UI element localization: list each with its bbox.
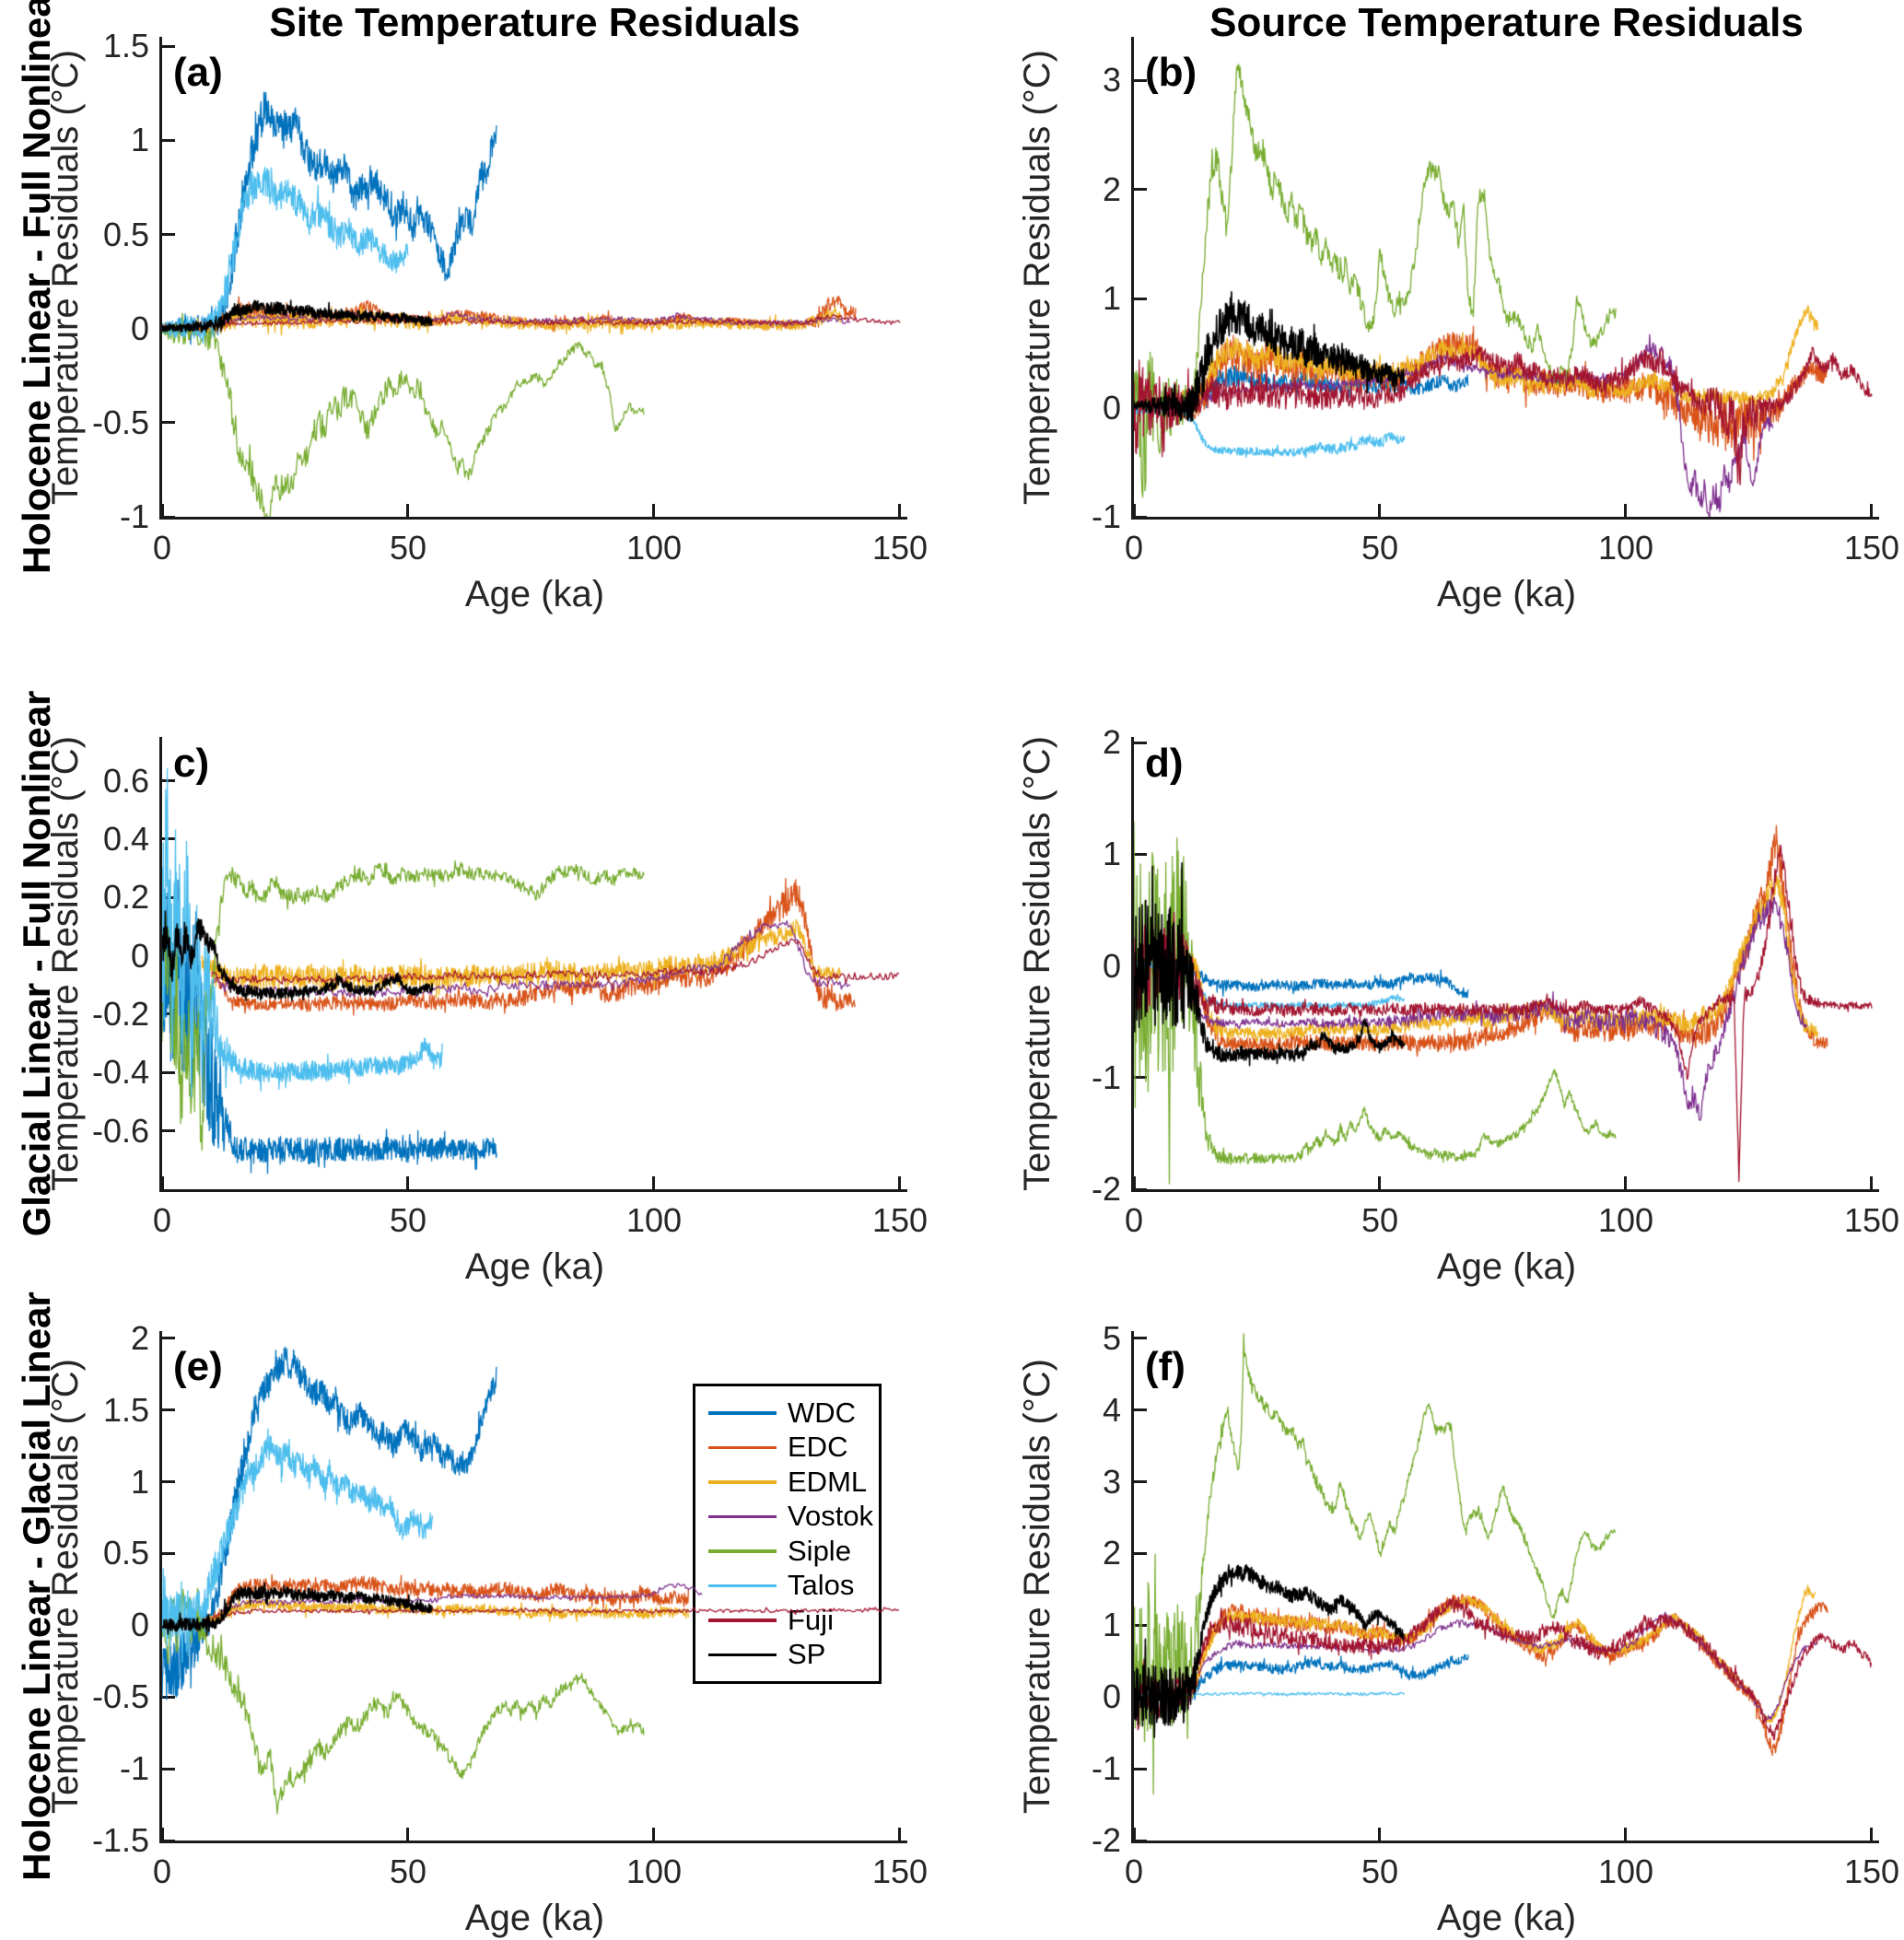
plot-canvas-f — [1134, 1331, 1879, 1841]
x-tick-label: 50 — [1361, 1201, 1398, 1239]
y-tick-label: -1 — [1091, 1058, 1121, 1096]
x-axis-spine — [1131, 1189, 1879, 1192]
plot-canvas-b — [1134, 37, 1879, 517]
y-tick-label: 2 — [1102, 169, 1121, 208]
x-axis-spine — [1131, 1841, 1879, 1843]
plot-canvas-a — [162, 37, 907, 517]
x-axis-spine — [159, 1841, 907, 1843]
x-tick-label: 0 — [1124, 529, 1144, 567]
y-tick-label: 0.6 — [102, 761, 149, 800]
y-tick-label: 5 — [1102, 1318, 1121, 1357]
x-axis-label: Age (ka) — [1436, 1246, 1577, 1287]
x-tick-label: 150 — [871, 1852, 929, 1890]
y-tick-label: 0.2 — [102, 878, 149, 917]
x-tick-label: 150 — [871, 1201, 929, 1239]
x-tick-label: 0 — [1124, 1201, 1144, 1239]
y-axis-spine — [1131, 1331, 1134, 1843]
y-axis-label: Temperature Residuals (°C) — [1017, 735, 1057, 1191]
y-tick-label: -0.5 — [91, 403, 149, 441]
y-axis-label: Temperature Residuals (°C) — [45, 49, 86, 505]
y-tick-label: 0 — [130, 1606, 149, 1644]
x-tick-label: 150 — [1843, 1201, 1900, 1239]
y-tick-label: 0 — [1102, 1677, 1121, 1716]
x-tick-label: 0 — [152, 1201, 172, 1239]
x-axis-label: Age (ka) — [1436, 1898, 1577, 1938]
y-tick-label: 2 — [1102, 1534, 1121, 1572]
x-tick-label: 150 — [1843, 1852, 1900, 1890]
y-tick-label: 2 — [130, 1318, 149, 1357]
x-tick-label: 50 — [1361, 1852, 1398, 1890]
y-tick-label: 1 — [1102, 835, 1121, 873]
y-axis-label: Temperature Residuals (°C) — [45, 735, 86, 1191]
x-axis-label: Age (ka) — [464, 1246, 605, 1287]
y-tick-label: -1 — [119, 497, 149, 535]
y-tick-label: 3 — [1102, 1462, 1121, 1501]
y-tickmark — [1134, 1187, 1147, 1191]
y-tick-label: 0.5 — [102, 1534, 149, 1572]
x-tick-label: 50 — [389, 1852, 426, 1890]
y-tick-label: -1.5 — [91, 1821, 149, 1859]
x-tick-label: 150 — [871, 529, 929, 567]
y-tick-label: 1 — [1102, 279, 1121, 318]
y-axis-label: Temperature Residuals (°C) — [45, 1358, 86, 1814]
x-tick-label: 100 — [1597, 1852, 1654, 1890]
y-tickmark — [1134, 515, 1147, 519]
x-tick-label: 50 — [1361, 529, 1398, 567]
x-tick-label: 100 — [625, 1201, 683, 1239]
y-tick-label: 1.5 — [102, 1390, 149, 1429]
x-tick-label: 100 — [625, 529, 683, 567]
y-tick-label: -1 — [119, 1749, 149, 1788]
x-tick-label: 100 — [1597, 529, 1654, 567]
x-tick-label: 50 — [389, 1201, 426, 1239]
y-tick-label: 0 — [130, 936, 149, 975]
y-axis-spine — [1131, 737, 1134, 1192]
x-axis-label: Age (ka) — [464, 574, 605, 614]
y-tick-label: 0.5 — [102, 215, 149, 253]
y-tick-label: 1.5 — [102, 27, 149, 65]
y-axis-label: Temperature Residuals (°C) — [1017, 49, 1057, 505]
y-axis-label: Temperature Residuals (°C) — [1017, 1358, 1057, 1814]
y-tick-label: 0.4 — [102, 819, 149, 858]
y-tickmark — [1134, 1839, 1147, 1842]
y-tick-label: -1 — [1091, 497, 1121, 535]
x-tick-label: 100 — [1597, 1201, 1654, 1239]
x-axis-spine — [159, 517, 907, 520]
y-tick-label: 1 — [130, 121, 149, 159]
y-tick-label: -0.6 — [91, 1111, 149, 1150]
y-tick-label: -2 — [1091, 1821, 1121, 1859]
y-tick-label: 1 — [1102, 1606, 1121, 1644]
y-tick-label: 0 — [1102, 946, 1121, 985]
y-tick-label: 2 — [1102, 723, 1121, 762]
x-axis-label: Age (ka) — [1436, 574, 1577, 614]
y-tick-label: 1 — [130, 1462, 149, 1501]
y-axis-spine — [159, 737, 162, 1192]
x-tick-label: 150 — [1843, 529, 1900, 567]
y-tickmark — [162, 515, 175, 519]
y-axis-spine — [1131, 37, 1134, 520]
x-tick-label: 50 — [389, 529, 426, 567]
y-tick-label: 3 — [1102, 61, 1121, 99]
y-tick-label: -0.4 — [91, 1053, 149, 1092]
y-axis-spine — [159, 1331, 162, 1843]
x-axis-spine — [1131, 517, 1879, 520]
x-tick-label: 100 — [625, 1852, 683, 1890]
x-axis-label: Age (ka) — [464, 1898, 605, 1938]
y-tick-label: -0.5 — [91, 1677, 149, 1716]
y-tick-label: -0.2 — [91, 994, 149, 1033]
x-tick-label: 0 — [152, 529, 172, 567]
x-axis-spine — [159, 1189, 907, 1192]
plot-canvas-d — [1134, 737, 1879, 1189]
x-tick-label: 0 — [152, 1852, 172, 1890]
x-tick-label: 0 — [1124, 1852, 1144, 1890]
y-tick-label: -1 — [1091, 1749, 1121, 1788]
y-tick-label: 0 — [130, 309, 149, 347]
y-tick-label: 4 — [1102, 1390, 1121, 1429]
plot-canvas-c — [162, 737, 907, 1189]
y-tick-label: -2 — [1091, 1170, 1121, 1208]
y-axis-spine — [159, 37, 162, 520]
y-tickmark — [162, 1839, 175, 1842]
y-tick-label: 0 — [1102, 388, 1121, 427]
plot-canvas-e — [162, 1331, 907, 1841]
